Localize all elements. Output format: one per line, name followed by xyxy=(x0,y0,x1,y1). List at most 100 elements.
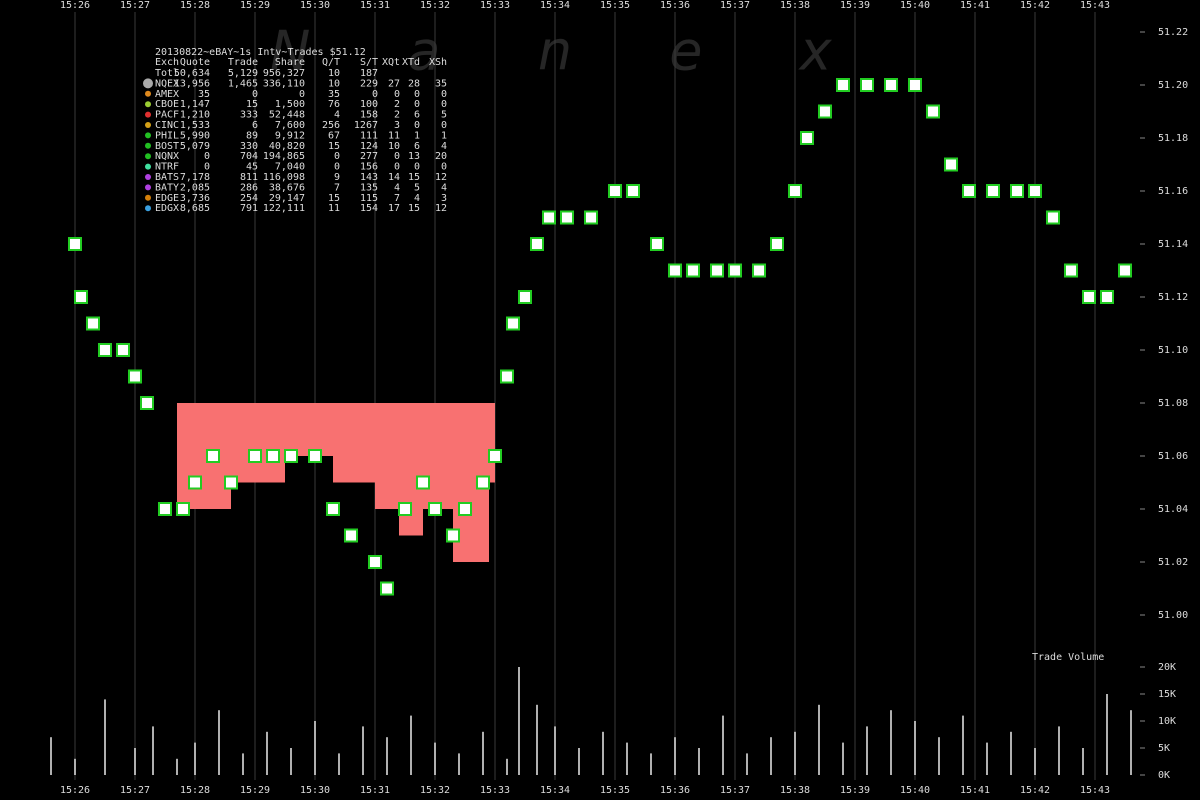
y-tick-label: 5K xyxy=(1158,743,1170,754)
table-cell: 27 xyxy=(388,78,400,89)
trade-marker xyxy=(488,449,502,463)
table-cell: 52,448 xyxy=(269,110,305,121)
trade-marker xyxy=(506,316,520,331)
volume-bar xyxy=(890,710,892,775)
table-cell: 29,147 xyxy=(269,193,305,204)
table-cell: 14 xyxy=(388,172,400,183)
x-tick-label: 15:29 xyxy=(240,785,270,796)
y-tick-label: 51.02 xyxy=(1158,557,1188,568)
y-tick-label: 51.04 xyxy=(1158,504,1188,515)
volume-bar xyxy=(1082,748,1084,775)
volume-bar xyxy=(602,731,604,775)
table-cell: 0 xyxy=(441,120,447,131)
table-cell: 40,820 xyxy=(269,141,305,152)
volume-bar xyxy=(290,748,292,775)
volume-bar xyxy=(266,731,268,775)
trade-marker xyxy=(1082,290,1096,304)
volume-bar xyxy=(134,748,136,775)
exchange-marker xyxy=(143,78,153,89)
trade-marker xyxy=(944,157,958,172)
table-cell: 0 xyxy=(414,99,420,110)
x-tick-label: 15:26 xyxy=(60,785,90,796)
table-cell: 0 xyxy=(334,151,340,162)
trade-marker xyxy=(884,78,898,92)
table-cell: 1 xyxy=(414,130,420,141)
y-tick-label: 51.14 xyxy=(1158,239,1188,250)
table-cell: PACF xyxy=(155,110,179,121)
y-tick-label: 51.00 xyxy=(1158,610,1188,621)
table-cell: 15 xyxy=(408,203,420,214)
table-cell: 124 xyxy=(360,141,378,152)
table-cell: 2,085 xyxy=(180,182,210,193)
x-tick-label: 15:38 xyxy=(780,0,810,11)
table-cell: 15 xyxy=(246,99,258,110)
x-tick-label: 15:32 xyxy=(420,0,450,11)
watermark: N a n e x xyxy=(270,20,872,83)
volume-bar xyxy=(410,715,412,775)
trade-marker xyxy=(74,290,88,304)
volume-bar xyxy=(386,737,388,775)
exchange-marker xyxy=(145,111,151,118)
trade-marker xyxy=(710,263,724,278)
volume-bar xyxy=(1058,726,1060,775)
table-cell: 0 xyxy=(441,89,447,100)
volume-bar xyxy=(242,753,244,775)
spread-band xyxy=(333,403,375,483)
x-tick-label: 15:30 xyxy=(300,0,330,11)
y-tick-label: 51.12 xyxy=(1158,292,1188,303)
exchange-marker xyxy=(145,205,151,212)
trade-marker xyxy=(68,237,82,251)
table-cell: 116,098 xyxy=(263,172,305,183)
x-tick-label: 15:36 xyxy=(660,785,690,796)
table-cell: 45 xyxy=(246,162,258,173)
trade-marker xyxy=(836,78,850,92)
trade-marker xyxy=(518,290,532,304)
table-cell: 2 xyxy=(394,110,400,121)
volume-bar xyxy=(866,726,868,775)
exchange-marker xyxy=(145,132,151,139)
x-tick-label: 15:42 xyxy=(1020,0,1050,11)
table-cell: 115 xyxy=(360,193,378,204)
trade-marker xyxy=(380,581,394,596)
table-cell: 5,129 xyxy=(228,68,258,79)
y-tick-label: 51.22 xyxy=(1158,27,1188,38)
table-cell: 4 xyxy=(334,110,340,121)
x-tick-label: 15:28 xyxy=(180,785,210,796)
volume-bar xyxy=(506,758,508,775)
x-tick-label: 15:43 xyxy=(1080,785,1110,796)
table-cell: 50,634 xyxy=(174,68,210,79)
trade-marker xyxy=(650,237,664,251)
volume-bar xyxy=(434,742,436,775)
table-cell: 0 xyxy=(204,151,210,162)
trade-marker xyxy=(476,475,490,490)
x-tick-label: 15:33 xyxy=(480,0,510,11)
volume-bar xyxy=(674,737,676,775)
trade-marker xyxy=(140,396,154,410)
x-tick-label: 15:31 xyxy=(360,785,390,796)
table-cell: 0 xyxy=(414,162,420,173)
table-cell: 336,110 xyxy=(263,78,305,89)
volume-bar xyxy=(152,726,154,775)
trade-marker xyxy=(128,369,142,384)
x-tick-label: 15:34 xyxy=(540,785,570,796)
volume-bar xyxy=(338,753,340,775)
volume-bar xyxy=(518,667,520,775)
table-cell: 100 xyxy=(360,99,378,110)
panel-title: Trade Volume xyxy=(1032,652,1104,663)
table-cell: 122,111 xyxy=(263,203,305,214)
table-cell: 0 xyxy=(372,89,378,100)
table-cell: 135 xyxy=(360,182,378,193)
trade-marker xyxy=(248,449,262,463)
volume-bar xyxy=(1130,710,1132,775)
table-cell: 7,600 xyxy=(275,120,305,131)
exchange-marker xyxy=(145,194,151,201)
volume-bar xyxy=(176,758,178,775)
table-cell: 333 xyxy=(240,110,258,121)
table-cell: 4 xyxy=(441,182,447,193)
y-tick-label: 15K xyxy=(1158,689,1176,700)
exchange-marker xyxy=(145,174,151,180)
trade-marker xyxy=(1010,184,1024,198)
x-tick-label: 15:39 xyxy=(840,785,870,796)
volume-bar xyxy=(962,715,964,775)
trade-marker xyxy=(986,184,1000,198)
